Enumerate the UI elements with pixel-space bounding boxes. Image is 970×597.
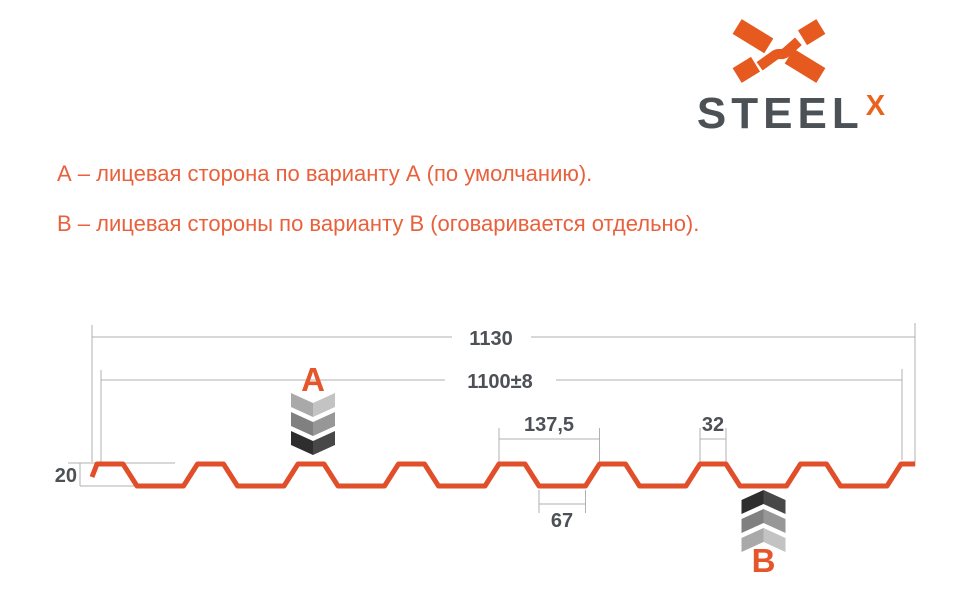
dim-rib-top-label: 32 [702,414,724,436]
logo: STEELX [660,18,920,136]
logo-superscript-x: X [865,90,886,122]
marker-side-b: В [741,490,786,579]
x-center-ribbon [756,37,802,71]
dim-valley-label: 67 [551,510,573,532]
dim-working-width: 1100±8 [100,369,903,462]
note-variant-a: А – лицевая сторона по варианту А (по ум… [57,161,593,186]
steelx-x-icon [732,19,826,83]
dim-profile-height-label: 20 [55,465,77,487]
marker-b-chevrons-up [741,490,786,552]
x-arm-sw [732,56,761,83]
marker-a-chevrons-down [291,393,335,455]
logo-wordmark: STEELX [660,92,920,136]
dim-total-width: 1130 [91,323,916,466]
x-arm-se [784,48,826,83]
dim-profile-height: 20 [55,462,175,487]
note-variant-b: В – лицевая стороны по варианту В (огова… [57,211,700,236]
x-arm-ne [797,19,826,46]
dim-valley: 67 [538,490,586,532]
marker-a-label: А [301,361,325,398]
dim-working-width-label: 1100±8 [467,371,533,393]
profile-outline [89,461,915,489]
marker-b-label: В [752,542,776,579]
dim-rib-pitch: 137,5 [498,414,600,462]
x-arm-nw [732,19,774,54]
profile-diagram: 1130 1100±8 137,5 32 20 67 А [55,323,916,579]
dim-rib-pitch-label: 137,5 [524,414,574,436]
dim-rib-top: 32 [699,414,727,462]
marker-side-a: А [291,361,335,455]
dim-total-width-label: 1130 [469,328,512,350]
logo-brand-text: STEEL [696,89,864,138]
